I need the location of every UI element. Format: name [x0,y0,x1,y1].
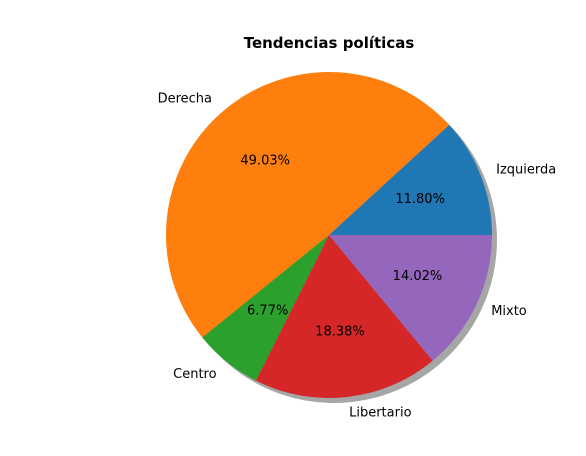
chart-title: Tendencias políticas [244,34,415,52]
slice-izquierda [329,124,492,235]
slice-libertario [255,235,433,398]
label-centro: Centro [173,367,216,382]
label-mixto: Mixto [491,304,527,319]
label-derecha: Derecha [158,92,212,107]
pie-labels: Izquierda 11.80% Derecha 49.03% Centro 6.77% L… [158,92,557,421]
slice-centro [202,235,329,381]
label-libertario: Libertario [349,406,411,421]
pie-slices [165,71,492,398]
slice-derecha [165,71,450,338]
pct-label-centro: 6.77% [247,304,288,319]
slice-mixto [329,235,492,361]
pct-label-izquierda: 11.80% [395,192,445,207]
label-izquierda: Izquierda [496,163,556,178]
pct-label-mixto: 14.02% [393,269,443,284]
pct-label-libertario: 18.38% [315,325,365,340]
pct-label-derecha: 49.03% [240,153,290,168]
